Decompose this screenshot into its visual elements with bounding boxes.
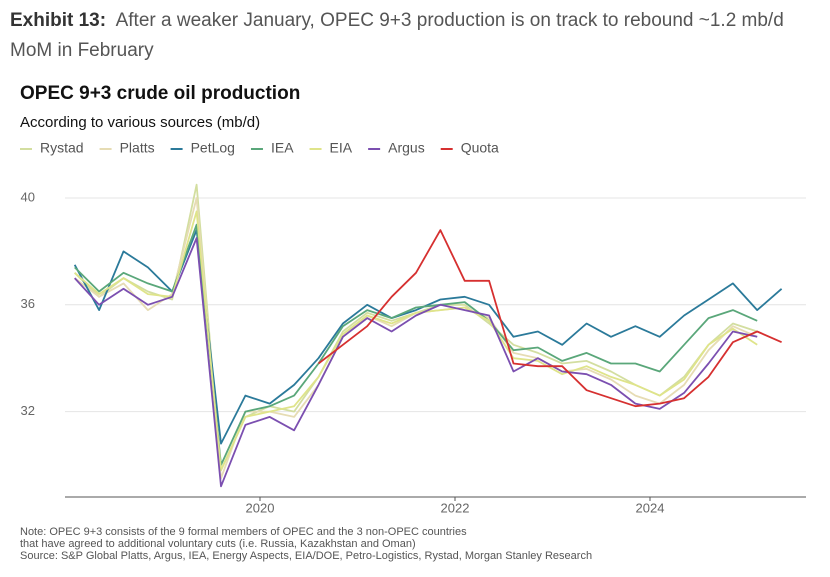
chart-subtitle: According to various sources (mb/d) bbox=[20, 114, 260, 131]
series-line bbox=[74, 197, 758, 480]
legend-label: Rystad bbox=[40, 140, 84, 156]
legend-label: IEA bbox=[271, 140, 294, 156]
legend-label: Platts bbox=[120, 140, 155, 156]
note: Note: OPEC 9+3 consists of the 9 formal … bbox=[20, 526, 467, 538]
legend-label: PetLog bbox=[191, 140, 235, 156]
series-line bbox=[317, 229, 782, 408]
series-line bbox=[74, 183, 758, 472]
x-tick-label: 2024 bbox=[636, 500, 665, 515]
legend-label: Argus bbox=[388, 140, 425, 156]
x-tick-label: 2022 bbox=[441, 500, 470, 515]
legend-label: EIA bbox=[330, 140, 353, 156]
exhibit-label: Exhibit 13: bbox=[10, 10, 107, 31]
series-line bbox=[74, 223, 758, 466]
y-tick-label: 32 bbox=[21, 403, 35, 418]
x-tick-label: 2020 bbox=[246, 500, 275, 515]
series-line bbox=[74, 210, 758, 472]
note: Source: S&P Global Platts, Argus, IEA, E… bbox=[20, 550, 592, 562]
chart-title: OPEC 9+3 crude oil production bbox=[20, 83, 300, 104]
header: Exhibit 13: After a weaker January, OPEC… bbox=[10, 6, 800, 66]
y-tick-label: 36 bbox=[21, 296, 35, 311]
exhibit-text: After a weaker January, OPEC 9+3 product… bbox=[10, 10, 784, 61]
series-line bbox=[73, 229, 783, 445]
note: that have agreed to additional voluntary… bbox=[20, 538, 416, 550]
legend-label: Quota bbox=[461, 140, 499, 156]
y-tick-label: 40 bbox=[21, 189, 35, 204]
